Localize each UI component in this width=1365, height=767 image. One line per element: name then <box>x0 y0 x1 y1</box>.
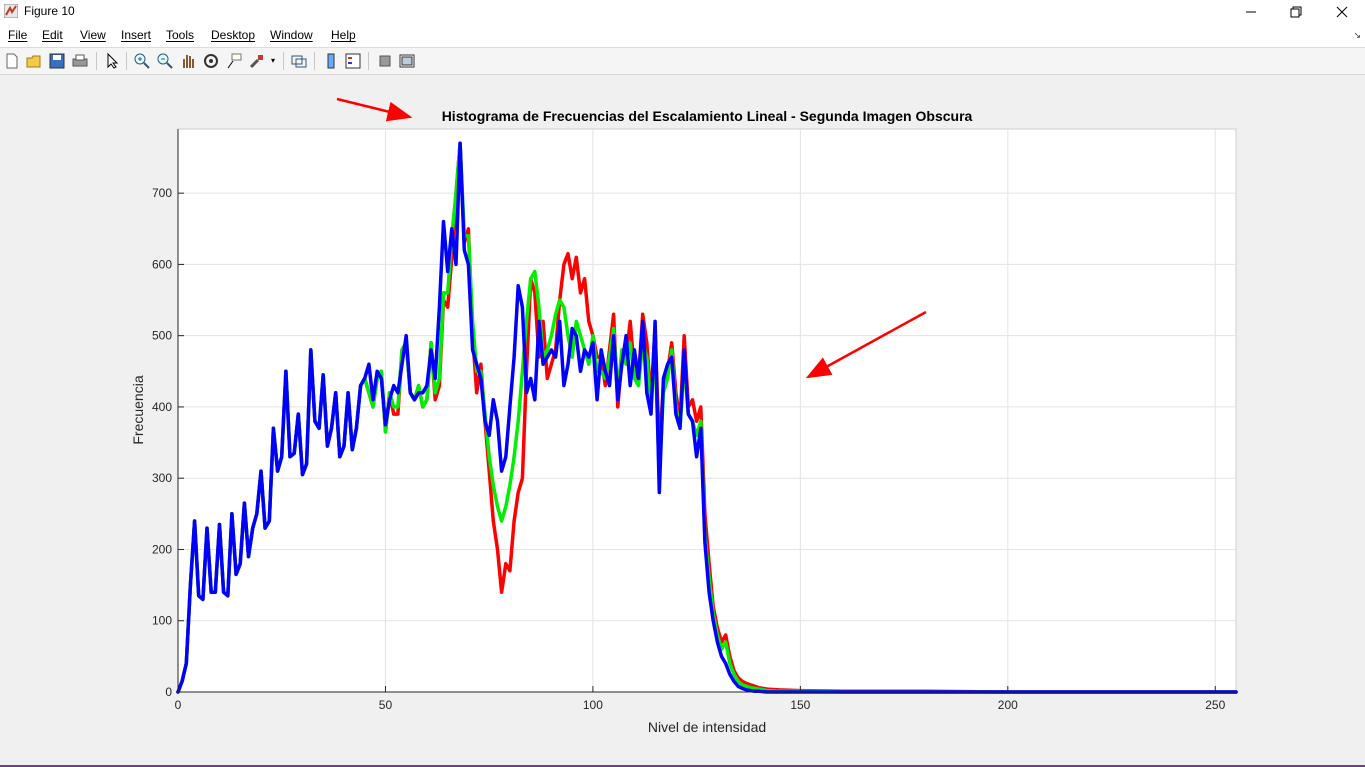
toolbar-separator <box>368 52 369 70</box>
menu-file[interactable]: File <box>8 28 28 42</box>
y-tick-label: 600 <box>152 257 172 271</box>
menu-view[interactable]: View <box>80 28 106 42</box>
open-file-icon[interactable] <box>25 52 43 70</box>
hide-plot-tools-icon[interactable] <box>376 52 394 70</box>
minimize-button[interactable] <box>1228 0 1274 24</box>
colorbar-icon[interactable] <box>322 52 340 70</box>
legend-icon[interactable] <box>344 52 362 70</box>
annotation-arrows <box>336 97 927 379</box>
x-tick-label: 50 <box>379 698 393 712</box>
menu-help[interactable]: Help <box>331 28 356 42</box>
y-tick-label: 400 <box>152 400 172 414</box>
figure-toolbar: ▾ <box>0 48 1365 75</box>
y-tick-label: 500 <box>152 329 172 343</box>
y-tick-label: 700 <box>152 186 172 200</box>
toolbar-separator <box>126 52 127 70</box>
show-plot-tools-icon[interactable] <box>398 52 416 70</box>
x-tick-label: 100 <box>583 698 603 712</box>
x-tick-label: 0 <box>175 698 182 712</box>
close-button[interactable] <box>1319 0 1365 24</box>
series-line-2 <box>176 141 1238 694</box>
link-plot-icon[interactable] <box>290 52 308 70</box>
y-tick-label: 300 <box>152 471 172 485</box>
menu-insert[interactable]: Insert <box>121 28 152 42</box>
menu-edit[interactable]: Edit <box>42 28 63 42</box>
window-title: Figure 10 <box>24 4 75 18</box>
zoom-in-icon[interactable] <box>133 52 151 70</box>
brush-dropdown-icon[interactable]: ▾ <box>271 56 276 65</box>
toolbar-separator <box>96 52 97 70</box>
save-icon[interactable] <box>48 52 66 70</box>
print-icon[interactable] <box>71 52 89 70</box>
select-arrow-icon[interactable] <box>103 52 121 70</box>
menu-dock-arrow-icon[interactable]: ↘ <box>1353 30 1361 40</box>
arrow-to-plot-title <box>336 97 413 122</box>
data-cursor-icon[interactable] <box>225 52 243 70</box>
x-tick-label: 250 <box>1205 698 1225 712</box>
x-tick-label: 150 <box>790 698 810 712</box>
matlab-figure-icon <box>4 4 18 18</box>
toolbar-separator <box>314 52 315 70</box>
y-axis-label: Frecuencia <box>130 375 146 444</box>
menu-tools[interactable]: Tools <box>166 28 195 42</box>
x-axis-label: Nivel de intensidad <box>648 719 766 735</box>
title-bar: Figure 10 <box>0 0 1365 24</box>
close-icon <box>1336 6 1348 18</box>
pan-hand-icon[interactable] <box>179 52 197 70</box>
menu-bar: File Edit View Insert Tools Desktop Wind… <box>0 24 1365 48</box>
brush-icon[interactable] <box>248 52 266 70</box>
y-tick-label: 200 <box>152 542 172 556</box>
arrow-to-plot-area <box>805 310 927 379</box>
y-tick-label: 0 <box>165 685 172 699</box>
x-tick-label: 200 <box>998 698 1018 712</box>
toolbar-separator <box>283 52 284 70</box>
window-bottom-border <box>0 765 1365 767</box>
restore-icon <box>1290 6 1302 18</box>
series-layer <box>176 141 1238 694</box>
axes-layer: 0 50 100 150 200 250 0 100 200 300 400 500 600 700 <box>152 129 1236 712</box>
minimize-icon <box>1246 11 1256 13</box>
menu-desktop[interactable]: Desktop <box>211 28 256 42</box>
zoom-out-icon[interactable] <box>156 52 174 70</box>
restore-button[interactable] <box>1273 0 1319 24</box>
figure-canvas: 0 50 100 150 200 250 0 100 200 300 400 500 600 700 Hi… <box>0 75 1365 765</box>
y-tick-label: 100 <box>152 614 172 628</box>
rotate-3d-icon[interactable] <box>202 52 220 70</box>
chart-title: Histograma de Frecuencias del Escalamien… <box>442 108 973 124</box>
histogram-chart[interactable]: 0 50 100 150 200 250 0 100 200 300 400 500 600 700 Hi… <box>0 75 1365 765</box>
new-figure-icon[interactable] <box>3 52 21 70</box>
menu-window[interactable]: Window <box>270 28 313 42</box>
